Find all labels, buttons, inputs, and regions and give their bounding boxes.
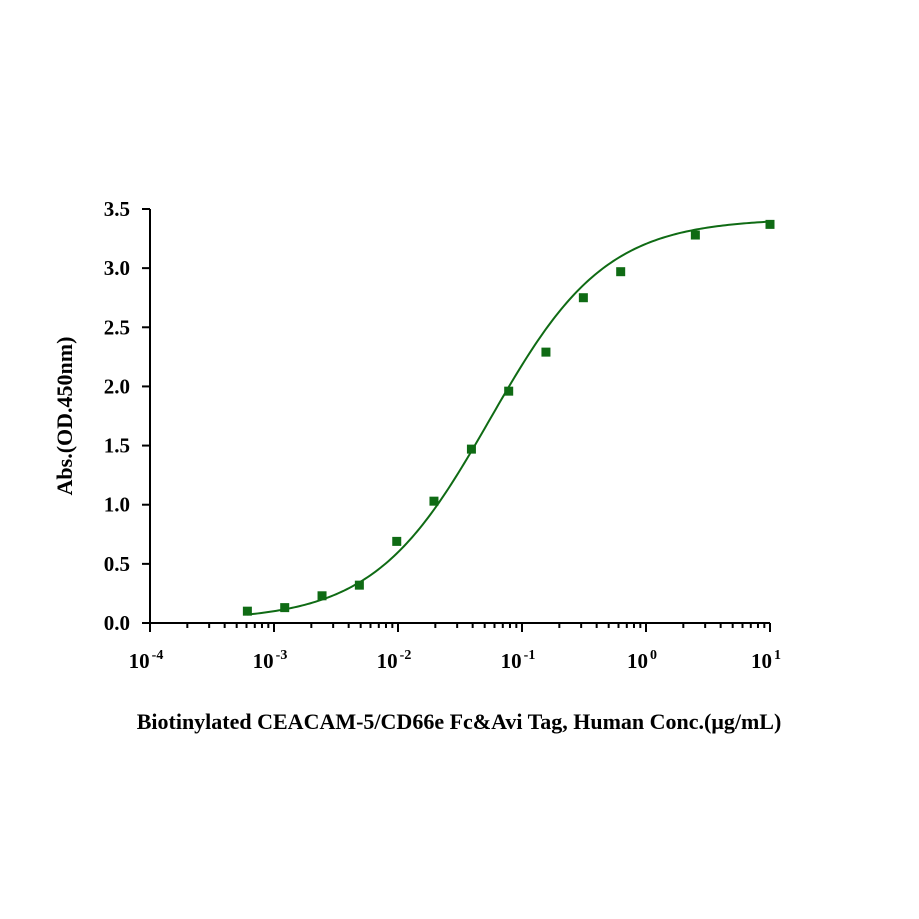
data-point bbox=[354, 580, 364, 590]
x-ticks: 10 -4 10 -3 10 -2 10 -1 10 0 10 1 bbox=[129, 623, 781, 673]
data-point bbox=[504, 386, 514, 396]
x-axis: 10 -4 10 -3 10 -2 10 -1 10 0 10 1 bbox=[129, 622, 781, 673]
x-axis-title: Biotinylated CEACAM-5/CD66e Fc&Avi Tag, … bbox=[137, 709, 782, 734]
data-point bbox=[616, 267, 626, 277]
x-tick-label: 10 -3 bbox=[253, 648, 288, 673]
plot-area bbox=[242, 219, 775, 616]
data-point bbox=[765, 219, 775, 229]
data-point bbox=[317, 591, 327, 601]
data-point bbox=[242, 606, 252, 616]
y-tick-label: 0.5 bbox=[104, 552, 130, 576]
data-point bbox=[578, 293, 588, 303]
data-point bbox=[392, 536, 402, 546]
y-tick-label: 1.5 bbox=[104, 434, 130, 458]
data-point bbox=[690, 230, 700, 240]
y-tick-label: 0.0 bbox=[104, 611, 130, 635]
data-points bbox=[242, 219, 775, 616]
y-tick-label: 3.5 bbox=[104, 197, 130, 221]
y-ticks: 0.0 0.5 1.0 1.5 2.0 2.5 3.0 3.5 bbox=[104, 197, 150, 635]
data-point bbox=[466, 444, 476, 454]
data-point bbox=[541, 347, 551, 357]
y-tick-label: 1.0 bbox=[104, 493, 130, 517]
x-tick-label: 10 1 bbox=[751, 648, 781, 673]
y-tick-label: 2.0 bbox=[104, 374, 130, 398]
data-point bbox=[429, 496, 439, 506]
data-point bbox=[280, 603, 290, 613]
x-tick-label: 10 0 bbox=[627, 648, 657, 673]
y-axis-title: Abs.(OD.450nm) bbox=[52, 337, 77, 496]
y-tick-label: 2.5 bbox=[104, 315, 130, 339]
y-axis: 0.0 0.5 1.0 1.5 2.0 2.5 3.0 3.5 bbox=[104, 197, 151, 635]
x-tick-label: 10 -2 bbox=[377, 648, 412, 673]
y-tick-label: 3.0 bbox=[104, 256, 130, 280]
x-tick-label: 10 -1 bbox=[501, 648, 536, 673]
fit-curve bbox=[247, 220, 771, 616]
x-tick-label: 10 -4 bbox=[129, 648, 164, 673]
